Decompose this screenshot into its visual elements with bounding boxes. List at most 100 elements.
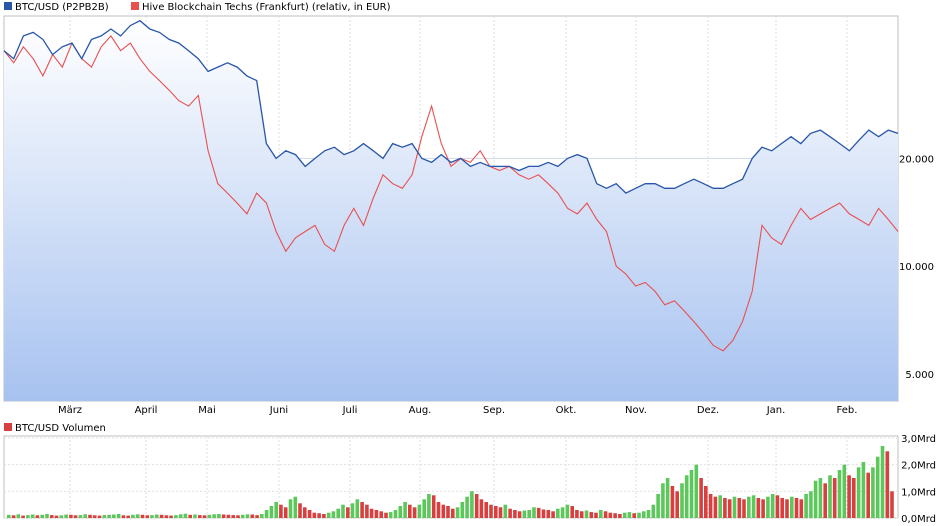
volume-bar [307, 510, 312, 518]
volume-bar [508, 508, 512, 518]
volume-bar [565, 504, 570, 518]
volume-bar [35, 515, 40, 518]
volume-bar [484, 502, 488, 518]
volume-bar [756, 498, 761, 518]
volume-bar [847, 475, 851, 518]
volume-y-tick-label: 0,0Mrd [901, 514, 936, 525]
volume-bar [632, 513, 636, 518]
volume-bar [365, 504, 369, 518]
volume-bar [145, 515, 150, 518]
volume-bar [804, 494, 808, 518]
volume-bar [269, 506, 274, 518]
volume-bar [355, 499, 360, 518]
volume-bar [770, 494, 775, 518]
volume-bar [341, 504, 345, 518]
volume-bar [584, 510, 589, 518]
volume-y-tick-label: 3,0Mrd [901, 434, 936, 445]
volume-legend-swatch [4, 423, 12, 431]
volume-bar [88, 514, 92, 518]
volume-bar [670, 486, 675, 518]
volume-bar [651, 504, 656, 518]
volume-bar [489, 504, 493, 518]
volume-bar [551, 511, 555, 518]
volume-bar [198, 515, 202, 518]
volume-bar [78, 515, 83, 518]
volume-bar [293, 496, 298, 518]
volume-bar [398, 506, 403, 518]
volume-bar [642, 511, 646, 518]
volume-bar [283, 507, 288, 518]
price-x-tick-label: März [58, 405, 82, 416]
volume-bar [718, 495, 722, 518]
volume-bar [298, 503, 302, 518]
volume-bar [871, 467, 875, 518]
volume-bar [837, 470, 842, 518]
hive-price-line [3, 34, 899, 352]
volume-bar [742, 499, 746, 518]
volume-bar [579, 511, 584, 518]
price-chart: 20.000 10.000 5.000 März April Mai Juni Juli Au… [3, 15, 934, 416]
volume-bar [245, 514, 250, 518]
volume-bar [852, 478, 856, 518]
legend-swatch-btc [4, 2, 12, 10]
volume-bar [403, 502, 407, 518]
price-x-ticks: März April Mai Juni Juli Aug. Sep. Okt. Nov. Dez.… [58, 405, 858, 416]
volume-bar [618, 514, 622, 518]
volume-bar [794, 498, 799, 518]
volume-bar [436, 502, 441, 518]
price-y-tick-label: 20.000 [899, 154, 934, 165]
price-y-ticks: 20.000 10.000 5.000 [899, 154, 934, 380]
volume-bar [828, 475, 832, 518]
volume-bar [388, 512, 393, 518]
volume-bar [369, 508, 374, 518]
volume-bar [536, 507, 541, 518]
volume-bar [479, 499, 484, 518]
volume-bar [408, 504, 412, 518]
volume-bar [474, 494, 479, 518]
volume-bar [513, 510, 517, 518]
volume-bar [560, 507, 565, 518]
volume-bar [26, 515, 30, 518]
volume-bar [202, 515, 207, 518]
volume-bar [412, 507, 417, 518]
volume-bar [498, 507, 503, 518]
volume-bar [460, 502, 465, 518]
volume-bar [169, 515, 173, 518]
volume-bar [69, 514, 73, 518]
volume-bar [226, 514, 231, 518]
volume-bar [121, 515, 126, 518]
volume-bar [546, 510, 551, 518]
price-y-tick-label: 5.000 [905, 370, 934, 381]
volume-bar [656, 494, 660, 518]
volume-bar [326, 512, 331, 518]
volume-bar [885, 451, 890, 518]
volume-bar [451, 508, 455, 518]
volume-bar [861, 462, 866, 518]
volume-bar [260, 514, 264, 518]
volume-chart: BTC/USD Volumen 3,0Mrd 2,0Mrd 1,0Mrd 0,0Mrd [3, 423, 936, 525]
volume-bar [30, 514, 35, 518]
volume-y-ticks: 3,0Mrd 2,0Mrd 1,0Mrd 0,0Mrd [901, 434, 936, 525]
volume-bar [775, 495, 780, 518]
volume-bar [150, 515, 154, 518]
volume-bar [116, 514, 121, 518]
price-x-tick-label: Juni [269, 405, 288, 416]
volume-bar [107, 514, 111, 518]
volume-bar [747, 496, 751, 518]
volume-bar [603, 511, 608, 518]
volume-bar [236, 515, 240, 518]
volume-bar [274, 502, 278, 518]
volume-bar [661, 483, 665, 518]
volume-bar [40, 514, 44, 518]
price-x-tick-label: Feb. [837, 405, 858, 416]
volume-bar [231, 515, 235, 518]
volume-bar [532, 507, 536, 518]
volume-bars [7, 446, 894, 518]
volume-bar [183, 513, 188, 518]
volume-bar [255, 515, 259, 518]
volume-bar [164, 515, 169, 518]
volume-y-tick-label: 1,0Mrd [901, 487, 936, 498]
volume-bar [112, 514, 116, 518]
volume-bar [346, 507, 350, 518]
volume-bar [331, 511, 336, 518]
